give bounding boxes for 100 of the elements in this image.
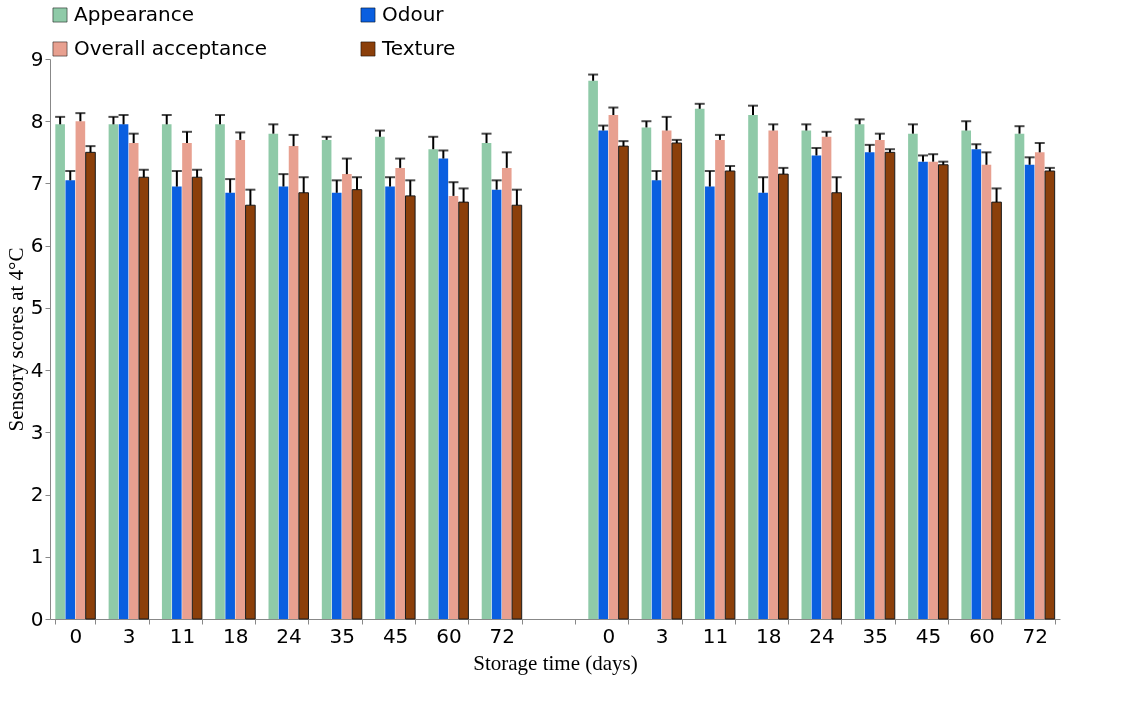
bar	[215, 124, 225, 619]
bar	[854, 124, 865, 619]
bar	[641, 127, 652, 619]
y-tick-label: 4	[30, 357, 44, 382]
y-tick-label: 7	[30, 170, 44, 195]
x-tick-label: 18	[755, 623, 782, 648]
bar	[608, 115, 619, 619]
bar	[395, 167, 405, 619]
bar	[245, 204, 256, 620]
bar	[715, 139, 725, 619]
x-tick-label: 60	[436, 623, 462, 648]
legend-label: Odour	[382, 2, 445, 26]
bar	[448, 195, 459, 619]
y-tick-label: 5	[30, 295, 44, 320]
legend-label: Texture	[381, 36, 456, 60]
bar	[385, 186, 395, 619]
x-tick-label: 35	[329, 623, 356, 648]
bar	[748, 115, 758, 619]
y-tick-label: 6	[30, 233, 44, 258]
bar	[671, 142, 683, 620]
bar	[1024, 164, 1035, 619]
bar	[428, 149, 439, 619]
bar	[821, 136, 832, 619]
bar	[404, 195, 416, 620]
bar	[481, 143, 492, 619]
bar	[1034, 152, 1045, 619]
x-tick-label: 24	[809, 623, 835, 648]
bar	[884, 151, 896, 620]
x-tick-label: 0	[69, 623, 83, 648]
y-tick-label: 2	[30, 482, 44, 507]
x-tick-label: 45	[382, 623, 409, 648]
bar	[768, 130, 779, 619]
bar	[981, 164, 992, 619]
x-tick-label: 0	[602, 623, 616, 648]
y-tick-label: 0	[30, 606, 44, 631]
bar	[1014, 133, 1025, 619]
y-tick-label: 9	[30, 46, 44, 71]
bar	[331, 192, 342, 619]
bar	[1044, 170, 1056, 620]
bar	[831, 192, 842, 620]
legend-label: Overall acceptance	[74, 36, 268, 60]
bar	[138, 176, 150, 620]
bar	[235, 139, 246, 619]
bar	[172, 186, 182, 619]
bar	[661, 130, 672, 619]
bar	[298, 192, 309, 620]
bar	[875, 139, 885, 619]
x-tick-label: 72	[1022, 623, 1048, 648]
bar	[65, 180, 76, 619]
bar	[288, 146, 299, 619]
bar	[491, 189, 502, 619]
x-tick-label: 35	[862, 623, 889, 648]
bar	[375, 136, 385, 619]
bar	[801, 130, 812, 619]
bar	[971, 149, 982, 619]
bar	[705, 186, 715, 619]
bar	[811, 155, 822, 619]
bar	[225, 192, 235, 619]
bar	[511, 204, 523, 620]
y-tick-label: 8	[30, 108, 44, 133]
x-tick-label: 45	[915, 623, 942, 648]
bar	[55, 124, 65, 619]
legend-label: Appearance	[74, 2, 195, 26]
bar	[501, 167, 512, 619]
bar	[161, 124, 172, 619]
bar	[278, 186, 289, 619]
x-tick-label: 60	[969, 623, 995, 648]
bar	[342, 174, 352, 619]
x-tick-label: 72	[489, 623, 515, 648]
bar	[937, 164, 949, 620]
bar	[961, 130, 972, 619]
bar	[724, 170, 736, 620]
x-tick-label: 11	[169, 623, 196, 648]
bar	[85, 151, 96, 620]
bar	[908, 133, 918, 619]
bar	[182, 143, 192, 619]
bar	[118, 124, 129, 619]
bar	[991, 201, 1002, 620]
bar	[928, 161, 938, 619]
bar	[458, 201, 469, 620]
x-tick-label: 24	[276, 623, 302, 648]
bar	[588, 80, 598, 619]
bar	[321, 139, 332, 619]
x-tick-label: 18	[222, 623, 249, 648]
bar	[75, 121, 86, 619]
x-axis-title: Storage time (days)	[473, 650, 638, 675]
bar	[758, 192, 768, 619]
bar	[128, 143, 139, 619]
bar	[778, 173, 789, 620]
bar	[694, 108, 705, 619]
y-axis-title: Sensory scores at 4°C	[3, 247, 28, 432]
y-tick-label: 1	[30, 544, 44, 569]
x-tick-label: 11	[702, 623, 729, 648]
bar	[864, 152, 875, 619]
bar	[351, 189, 363, 620]
x-tick-label: 3	[122, 623, 136, 648]
bar	[438, 158, 449, 619]
bar	[598, 130, 609, 619]
bar	[651, 180, 662, 619]
x-tick-label: 3	[655, 623, 669, 648]
